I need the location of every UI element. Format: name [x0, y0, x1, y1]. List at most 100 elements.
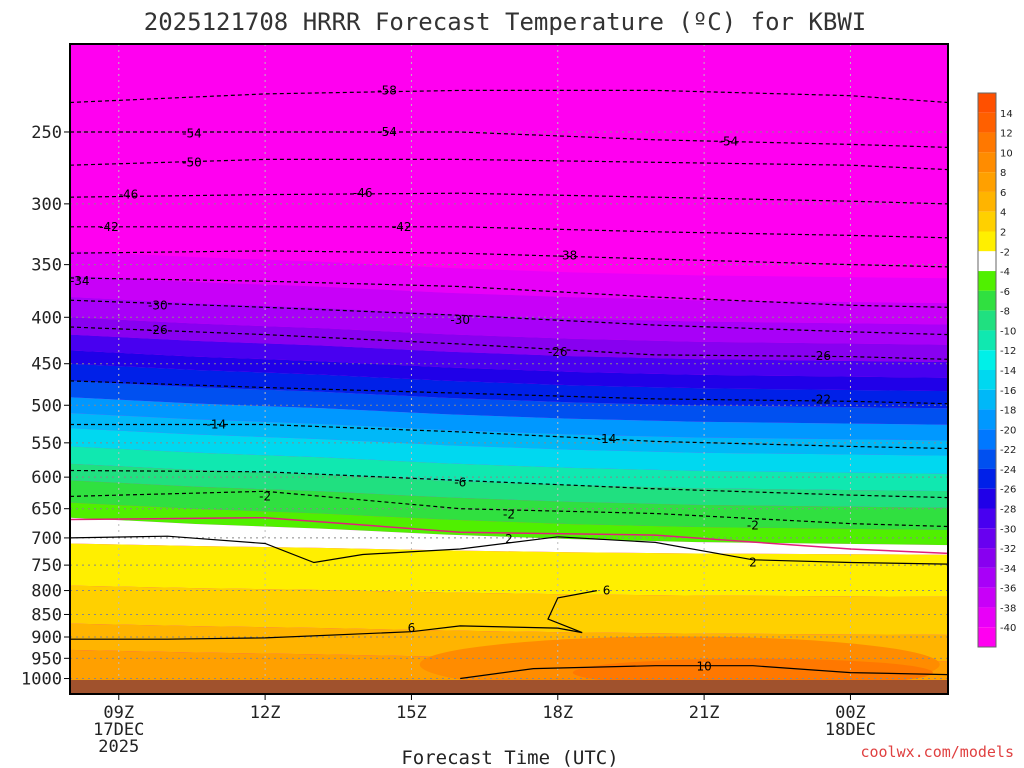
field-band	[70, 463, 948, 508]
x-tick-label: 12Z	[250, 703, 281, 723]
contour-line	[70, 250, 948, 268]
contour-label: -2	[747, 518, 759, 532]
colorbar-label: -38	[1000, 603, 1016, 614]
colorbar-label: -12	[1000, 346, 1016, 357]
contour-line	[70, 158, 948, 171]
x-tick-label: 18DEC	[825, 720, 876, 740]
contour-label: -42	[392, 220, 412, 234]
contour-label: -14	[597, 432, 617, 446]
contour-label: -54	[377, 125, 397, 139]
field-band	[70, 334, 948, 378]
y-tick-label: 600	[31, 468, 62, 488]
colorbar-cell	[978, 488, 996, 509]
colorbar-label: -36	[1000, 584, 1016, 595]
colorbar-cell	[978, 172, 996, 192]
colorbar-cell	[978, 627, 996, 647]
x-tick-label: 00Z	[835, 703, 866, 723]
colorbar-label: -6	[1000, 287, 1010, 298]
colorbar-label: -28	[1000, 505, 1016, 516]
contour-label: -42	[99, 220, 119, 234]
colorbar-label: -14	[1000, 366, 1016, 377]
contour-line	[70, 226, 948, 239]
colorbar-cell	[978, 271, 996, 291]
colorbar-cell	[978, 587, 996, 608]
colorbar-cell	[978, 567, 996, 588]
contour-line	[70, 89, 948, 104]
field-band	[70, 317, 948, 363]
freezing-line	[70, 516, 948, 555]
contour-label: 10	[696, 660, 711, 674]
contour-line	[70, 131, 948, 148]
colorbar-cell	[978, 528, 996, 549]
contour-line	[70, 590, 597, 640]
contour-line	[70, 192, 948, 205]
colorbar-cell	[978, 607, 996, 628]
y-tick-label: 450	[31, 355, 62, 375]
contour-label: -54	[719, 134, 739, 148]
colorbar-label: 4	[1000, 208, 1006, 219]
colorbar-label: -30	[1000, 524, 1016, 535]
colorbar-label: 6	[1000, 188, 1006, 199]
contour-label: -26	[811, 349, 831, 363]
colorbar-cell	[978, 370, 996, 390]
colorbar-label: -10	[1000, 326, 1016, 337]
plot-grid	[70, 44, 948, 694]
contour-line	[70, 326, 948, 360]
field-band	[70, 350, 948, 392]
contour-label: -2	[503, 508, 515, 522]
y-tick-label: 500	[31, 396, 62, 416]
contour-label: 6	[603, 584, 611, 598]
y-tick-label: 650	[31, 500, 62, 520]
y-tick-label: 400	[31, 308, 62, 328]
contour-label: 6	[408, 621, 416, 635]
contour-label: 2	[749, 555, 757, 569]
y-tick-label: 550	[31, 434, 62, 454]
credit-text: coolwx.com/models	[860, 743, 1014, 761]
contour-line	[70, 469, 948, 499]
colorbar-label: -32	[1000, 544, 1016, 555]
colorbar-label: -18	[1000, 406, 1016, 417]
colorbar-label: 12	[1000, 129, 1013, 140]
contour-label: -22	[811, 393, 831, 407]
contour-line	[70, 277, 948, 308]
colorbar-label: -2	[1000, 247, 1010, 258]
colorbar-cell	[978, 548, 996, 568]
contour-label: -26	[548, 345, 568, 359]
field-band	[70, 363, 948, 409]
y-tick-label: 950	[31, 649, 62, 669]
colorbar-cell	[978, 290, 996, 311]
y-tick-label: 1000	[21, 670, 62, 690]
colorbar-cell	[978, 350, 996, 370]
contour-label: -6	[454, 475, 466, 489]
field-band	[70, 502, 948, 546]
y-tick-label: 250	[31, 123, 62, 143]
colorbar-cell	[978, 191, 996, 212]
field-band	[70, 543, 948, 597]
isotherm-contours: -58 -54 -54 -54 -50 -46 -46 -42 -42 -38 -34 -30 -30 -…	[70, 83, 948, 680]
colorbar-cell	[978, 330, 996, 351]
contour-label: -46	[119, 188, 139, 202]
colorbar-label: -16	[1000, 386, 1016, 397]
contour-label: 2	[505, 532, 513, 546]
y-tick-label: 850	[31, 605, 62, 625]
field-band	[70, 297, 948, 345]
colorbar-cell	[978, 389, 996, 410]
colorbar-cell	[978, 231, 996, 252]
contour-label: -30	[450, 313, 470, 327]
x-tick-label: 18Z	[542, 703, 573, 723]
field-band	[70, 413, 948, 456]
contour-label: -50	[182, 155, 202, 169]
colorbar-cell	[978, 449, 996, 469]
colorbar-cell	[978, 112, 996, 133]
colorbar-cell	[978, 409, 996, 430]
colorbar: 14 12 10 8 6 4 2 -2 -4 -6 -8 -10 -12 -14 -16 -18 -20 -22 -…	[977, 92, 1016, 648]
contour-line	[70, 380, 948, 405]
y-tick-label: 900	[31, 628, 62, 648]
contour-label: -30	[148, 298, 168, 312]
temperature-field	[70, 44, 948, 694]
colorbar-label: -24	[1000, 465, 1016, 476]
field-band	[70, 397, 948, 441]
x-tick-label: 15Z	[396, 703, 427, 723]
contour-line	[70, 490, 948, 528]
